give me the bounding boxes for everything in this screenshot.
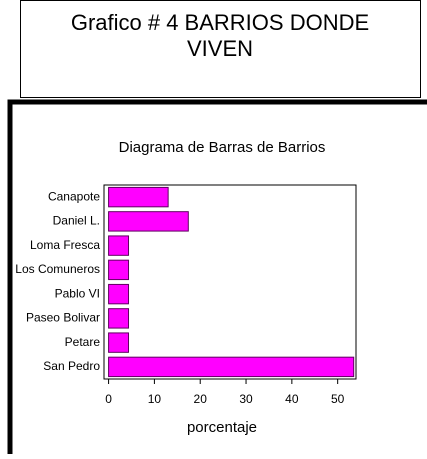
bar [108, 186, 169, 208]
y-tick-label: Los Comuneros [15, 262, 100, 276]
bar [108, 259, 130, 281]
x-tick-label: 40 [285, 392, 299, 406]
x-tick-label: 50 [331, 392, 345, 406]
y-tick-label: San Pedro [43, 359, 100, 373]
y-tick-label: Canapote [48, 189, 100, 203]
x-tick-label: 20 [194, 392, 208, 406]
y-tick-label: Daniel L. [53, 214, 100, 228]
chart-frame [7, 99, 427, 459]
chart-title: Diagrama de Barras de Barrios [119, 139, 326, 156]
x-axis-label: porcentaje [187, 419, 257, 436]
header-box [20, 0, 421, 98]
x-tick-label: 0 [105, 392, 112, 406]
x-tick-label: 30 [239, 392, 253, 406]
header-title: Grafico # 4 BARRIOS DONDE VIVEN [70, 10, 370, 61]
bar [108, 356, 355, 378]
bar [108, 235, 130, 256]
bar [108, 211, 189, 232]
bar [108, 283, 130, 305]
x-tick-label: 10 [148, 392, 162, 406]
y-tick-label: Loma Fresca [30, 238, 100, 252]
header-wrap: Grafico # 4 BARRIOS DONDE VIVEN [70, 10, 370, 61]
y-tick-label: Pablo VI [55, 286, 100, 300]
bar [108, 308, 130, 329]
bar [108, 332, 130, 353]
y-tick-label: Paseo Bolivar [26, 311, 100, 325]
plot-area [103, 184, 357, 380]
y-tick-label: Petare [65, 335, 101, 349]
